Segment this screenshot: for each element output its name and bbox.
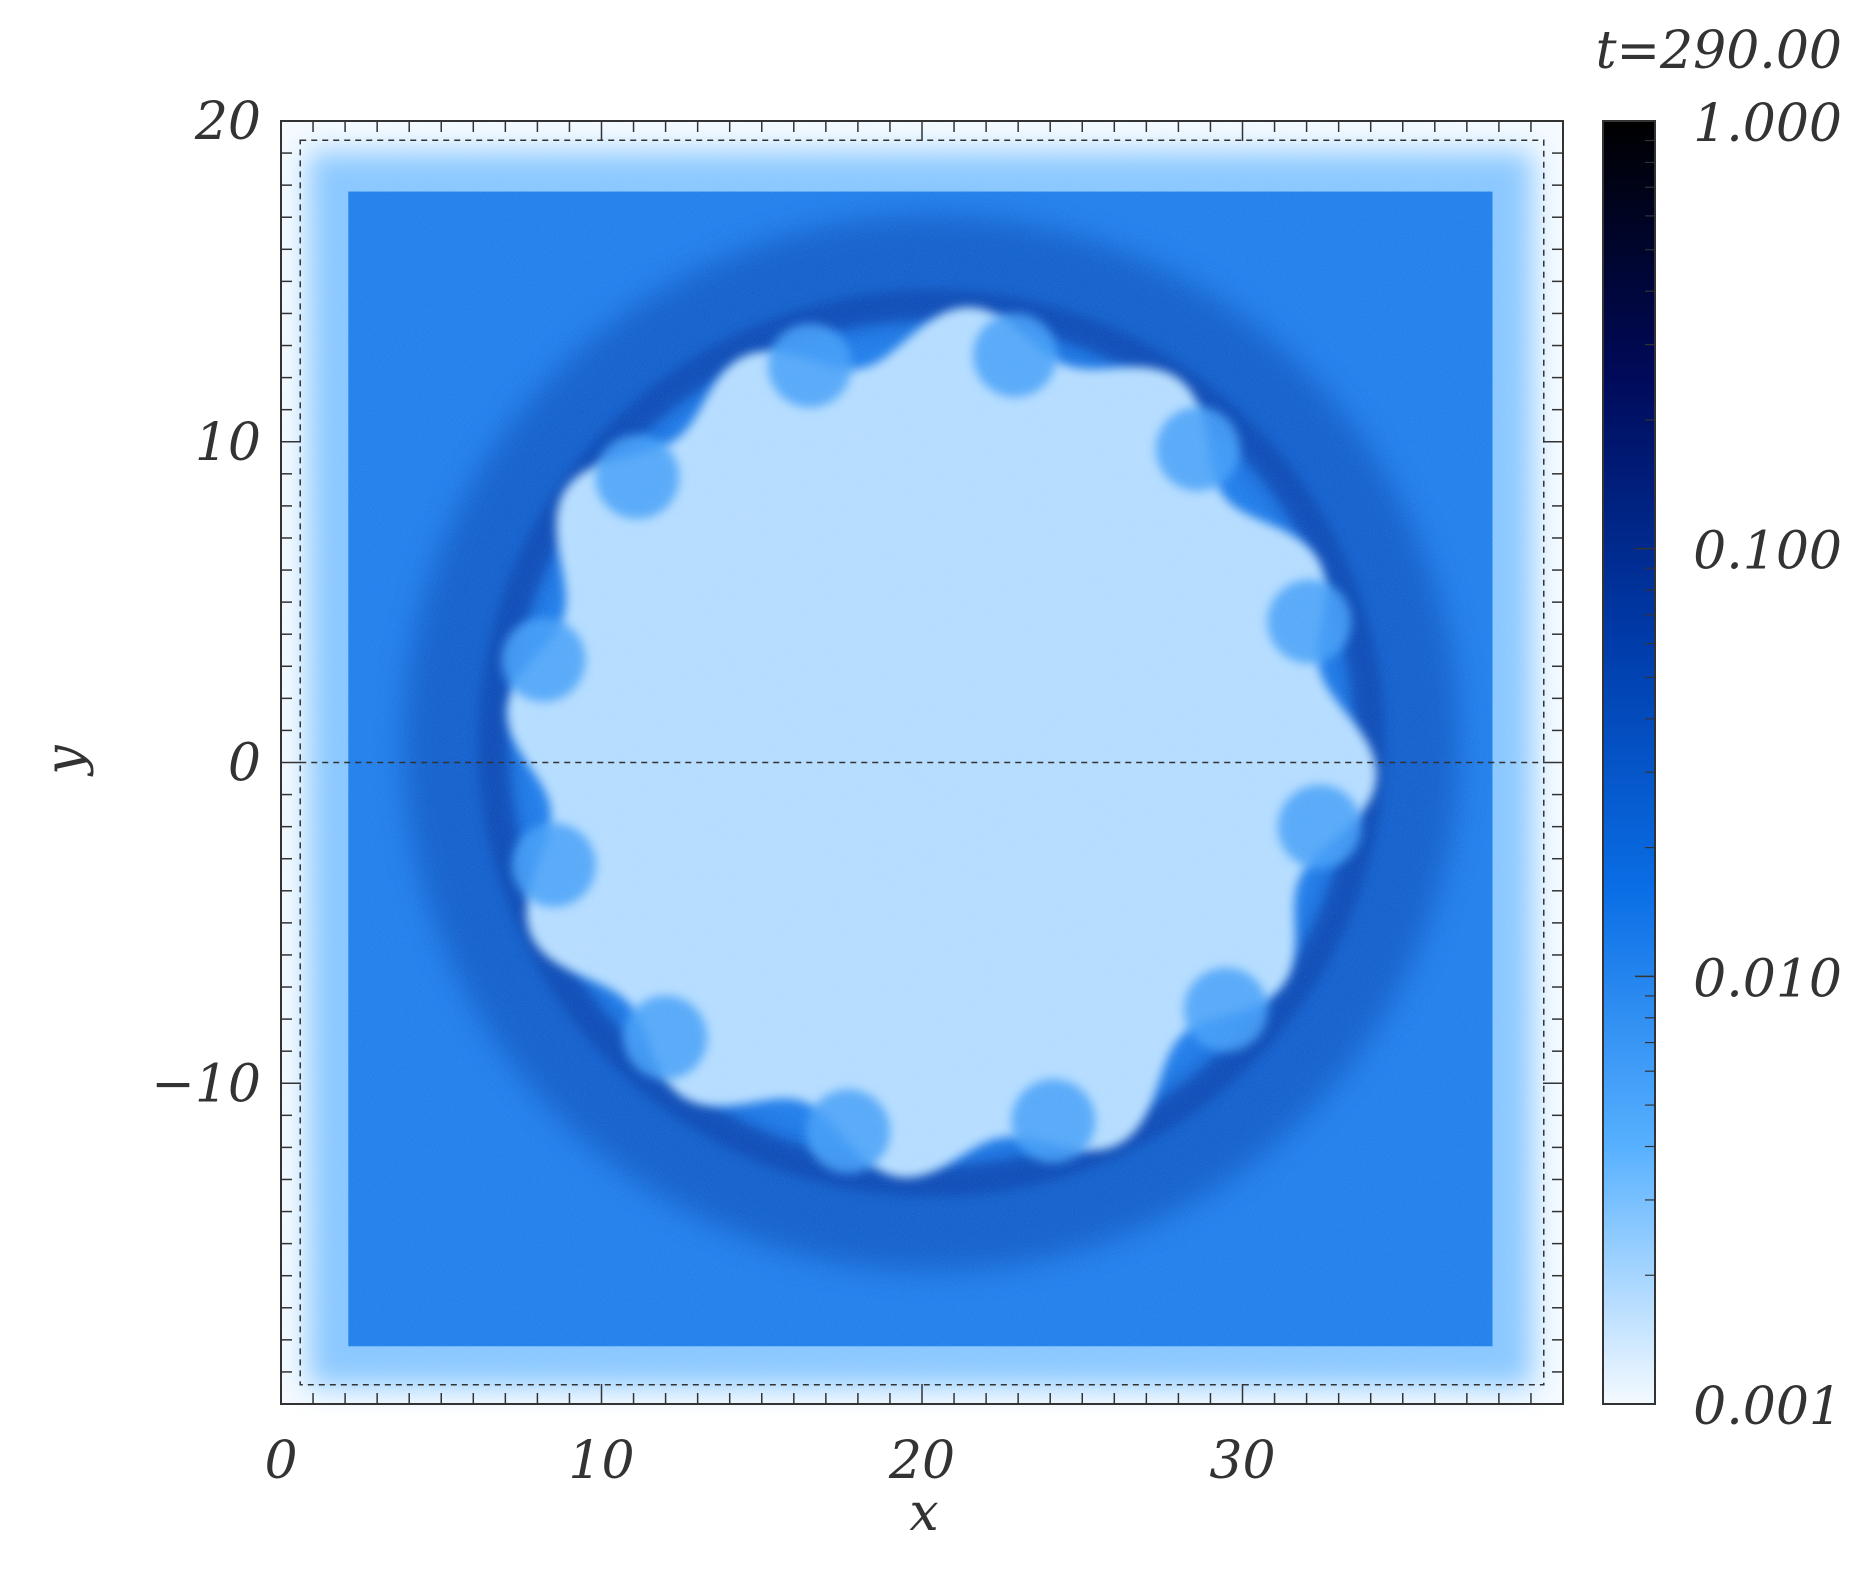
y-axis-label: y: [35, 745, 95, 777]
colorbar-tick-label: 1.000: [1693, 94, 1842, 154]
colorbar-tick-label: 0.010: [1693, 949, 1842, 1009]
y-tick-label: 0: [228, 734, 261, 794]
x-tick-label: 20: [888, 1431, 955, 1491]
y-tick-label: 20: [194, 92, 261, 152]
density-field: [281, 121, 1563, 1404]
y-tick-label: −10: [151, 1054, 261, 1114]
plot-axes: 0 10 20 30 20 10 0 −10: [151, 92, 1564, 1491]
colorbar-bar: [1602, 120, 1656, 1405]
x-tick-label: 30: [1209, 1431, 1275, 1491]
colorbar-tick-label: 0.001: [1693, 1377, 1842, 1437]
x-tick-label: 10: [568, 1431, 634, 1491]
x-axis-label: x: [909, 1483, 938, 1543]
colorbar: 1.000 0.100 0.010 0.001: [1602, 94, 1842, 1437]
y-tick-label: 10: [195, 413, 261, 473]
chart-title: t=290.00: [1596, 21, 1842, 81]
colorbar-tick-label: 0.100: [1693, 522, 1842, 582]
x-tick-label: 0: [264, 1431, 297, 1491]
